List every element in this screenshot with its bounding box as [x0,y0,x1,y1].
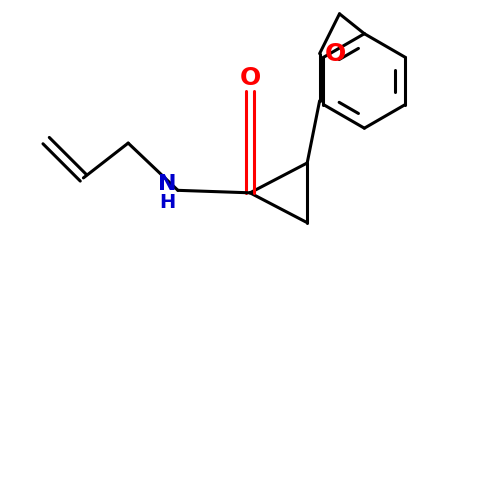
Text: H: H [159,194,175,212]
Text: O: O [240,66,260,90]
Text: O: O [325,42,346,66]
Text: N: N [158,174,176,195]
